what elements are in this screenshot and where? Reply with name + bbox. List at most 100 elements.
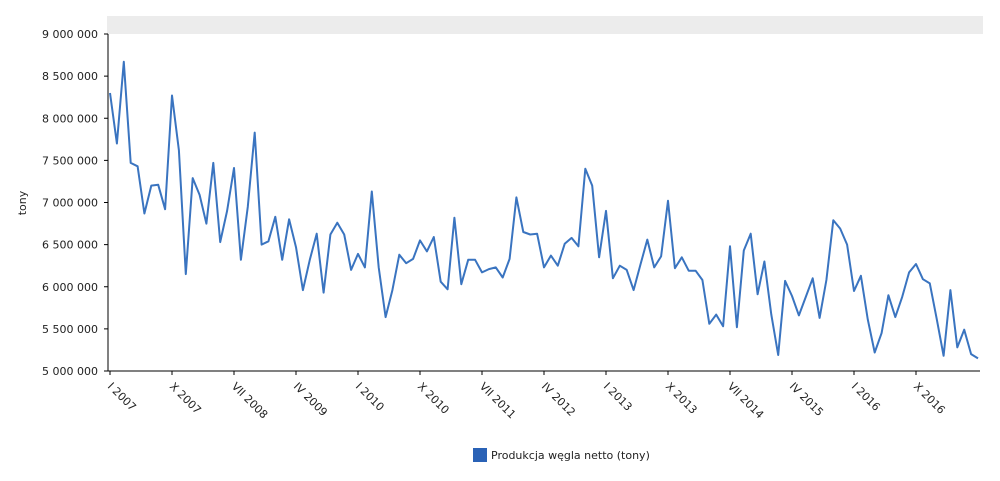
data-point[interactable] bbox=[907, 270, 911, 274]
data-point[interactable] bbox=[776, 353, 780, 357]
data-point[interactable] bbox=[356, 252, 360, 256]
data-point[interactable] bbox=[576, 244, 580, 248]
data-point[interactable] bbox=[790, 294, 794, 298]
data-point[interactable] bbox=[659, 254, 663, 258]
data-point[interactable] bbox=[418, 238, 422, 242]
data-point[interactable] bbox=[852, 289, 856, 293]
data-point[interactable] bbox=[232, 166, 236, 170]
data-point[interactable] bbox=[239, 258, 243, 262]
data-point[interactable] bbox=[170, 94, 174, 98]
data-point[interactable] bbox=[149, 184, 153, 188]
data-point[interactable] bbox=[618, 264, 622, 268]
data-point[interactable] bbox=[756, 292, 760, 296]
data-point[interactable] bbox=[831, 218, 835, 222]
data-point[interactable] bbox=[893, 315, 897, 319]
data-point[interactable] bbox=[542, 265, 546, 269]
data-point[interactable] bbox=[549, 254, 553, 258]
data-point[interactable] bbox=[266, 239, 270, 243]
legend[interactable]: Produkcja węgla netto (tony) bbox=[473, 448, 650, 462]
data-point[interactable] bbox=[556, 264, 560, 268]
data-point[interactable] bbox=[935, 317, 939, 321]
data-point[interactable] bbox=[728, 244, 732, 248]
data-point[interactable] bbox=[363, 265, 367, 269]
data-point[interactable] bbox=[948, 288, 952, 292]
data-point[interactable] bbox=[818, 316, 822, 320]
data-point[interactable] bbox=[652, 265, 656, 269]
data-point[interactable] bbox=[384, 315, 388, 319]
data-point[interactable] bbox=[184, 272, 188, 276]
data-point[interactable] bbox=[473, 258, 477, 262]
data-point[interactable] bbox=[397, 253, 401, 257]
data-point[interactable] bbox=[335, 221, 339, 225]
data-point[interactable] bbox=[762, 260, 766, 264]
data-point[interactable] bbox=[570, 236, 574, 240]
data-point[interactable] bbox=[211, 161, 215, 165]
data-point[interactable] bbox=[721, 324, 725, 328]
data-point[interactable] bbox=[866, 318, 870, 322]
data-point[interactable] bbox=[687, 269, 691, 273]
series-line[interactable] bbox=[109, 60, 979, 360]
data-point[interactable] bbox=[769, 313, 773, 317]
data-point[interactable] bbox=[198, 193, 202, 197]
data-point[interactable] bbox=[955, 345, 959, 349]
data-point[interactable] bbox=[597, 255, 601, 259]
data-point[interactable] bbox=[521, 230, 525, 234]
data-point[interactable] bbox=[604, 209, 608, 213]
data-point[interactable] bbox=[156, 183, 160, 187]
data-point[interactable] bbox=[390, 288, 394, 292]
data-point[interactable] bbox=[163, 207, 167, 211]
data-point[interactable] bbox=[749, 232, 753, 236]
data-point[interactable] bbox=[218, 240, 222, 244]
data-point[interactable] bbox=[191, 176, 195, 180]
data-point[interactable] bbox=[301, 288, 305, 292]
data-point[interactable] bbox=[742, 249, 746, 253]
data-point[interactable] bbox=[260, 243, 264, 247]
data-point[interactable] bbox=[273, 215, 277, 219]
data-point[interactable] bbox=[563, 242, 567, 246]
data-point[interactable] bbox=[838, 227, 842, 231]
data-point[interactable] bbox=[501, 276, 505, 280]
data-point[interactable] bbox=[452, 216, 456, 220]
data-point[interactable] bbox=[811, 276, 815, 280]
data-point[interactable] bbox=[177, 148, 181, 152]
data-point[interactable] bbox=[714, 313, 718, 317]
data-point[interactable] bbox=[411, 257, 415, 261]
data-point[interactable] bbox=[783, 279, 787, 283]
data-point[interactable] bbox=[535, 232, 539, 236]
data-point[interactable] bbox=[735, 325, 739, 329]
data-point[interactable] bbox=[638, 263, 642, 267]
data-point[interactable] bbox=[666, 199, 670, 203]
data-point[interactable] bbox=[528, 233, 532, 237]
data-point[interactable] bbox=[122, 60, 126, 64]
data-point[interactable] bbox=[287, 217, 291, 221]
data-point[interactable] bbox=[611, 276, 615, 280]
data-point[interactable] bbox=[845, 243, 849, 247]
data-point[interactable] bbox=[129, 161, 133, 165]
data-point[interactable] bbox=[480, 270, 484, 274]
data-point[interactable] bbox=[425, 249, 429, 253]
data-point[interactable] bbox=[439, 280, 443, 284]
data-point[interactable] bbox=[342, 233, 346, 237]
data-point[interactable] bbox=[280, 258, 284, 262]
data-point[interactable] bbox=[694, 269, 698, 273]
data-point[interactable] bbox=[700, 278, 704, 282]
data-point[interactable] bbox=[494, 265, 498, 269]
data-point[interactable] bbox=[804, 295, 808, 299]
data-point[interactable] bbox=[514, 195, 518, 199]
data-point[interactable] bbox=[707, 322, 711, 326]
data-point[interactable] bbox=[680, 255, 684, 259]
data-point[interactable] bbox=[625, 268, 629, 272]
data-point[interactable] bbox=[797, 313, 801, 317]
data-point[interactable] bbox=[914, 262, 918, 266]
data-point[interactable] bbox=[880, 331, 884, 335]
data-point[interactable] bbox=[886, 293, 890, 297]
data-point[interactable] bbox=[873, 351, 877, 355]
data-point[interactable] bbox=[225, 209, 229, 213]
data-point[interactable] bbox=[487, 267, 491, 271]
data-point[interactable] bbox=[142, 212, 146, 216]
data-point[interactable] bbox=[921, 277, 925, 281]
data-point[interactable] bbox=[253, 131, 257, 135]
data-point[interactable] bbox=[859, 274, 863, 278]
data-point[interactable] bbox=[583, 167, 587, 171]
data-point[interactable] bbox=[349, 268, 353, 272]
